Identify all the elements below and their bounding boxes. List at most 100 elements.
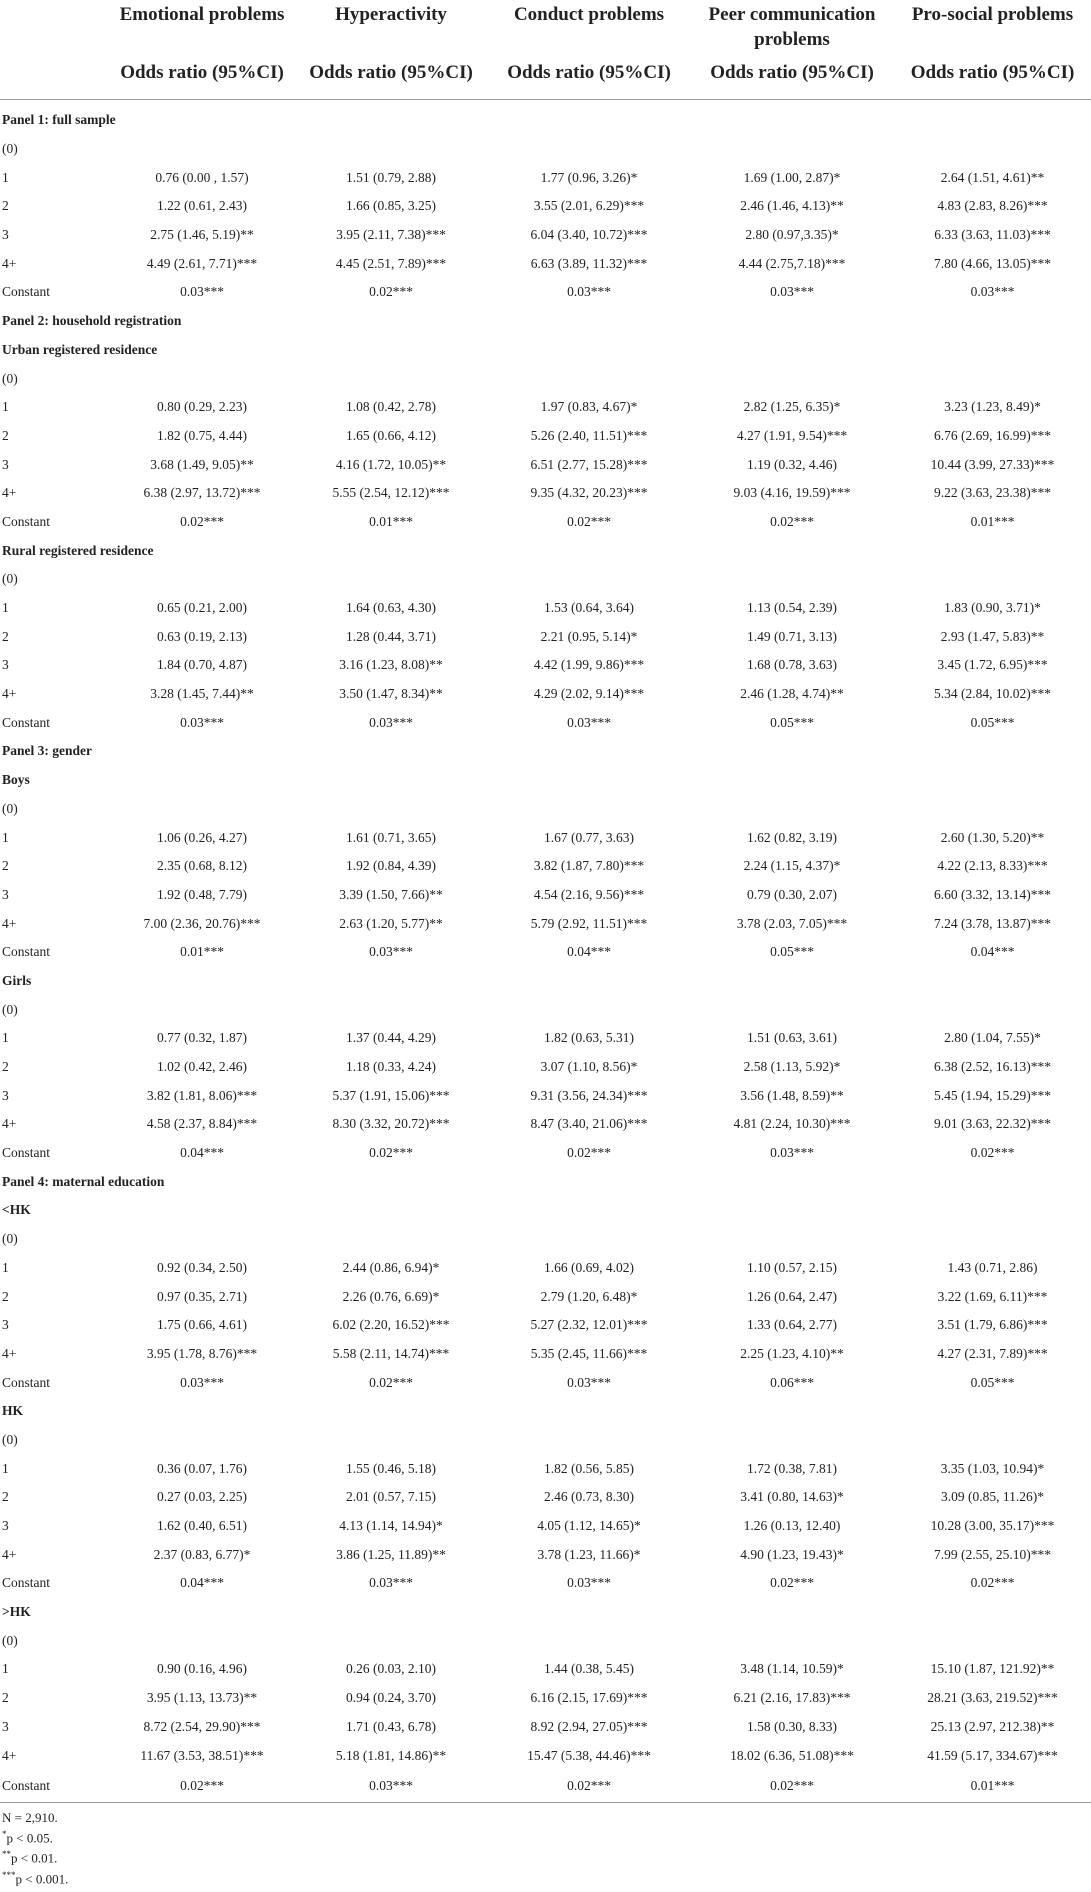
row-label: Constant (0, 1769, 110, 1803)
odds-ratio-cell: 5.18 (1.81, 14.86)** (335, 1747, 447, 1763)
odds-ratio-cell (690, 967, 894, 996)
odds-ratio-cell: 0.04*** (180, 1145, 224, 1161)
odds-ratio-cell (894, 1598, 1091, 1627)
column-title: Hyperactivity (335, 4, 447, 25)
table-row: 3 2.75 (1.46, 5.19)** 3.95 (2.11, 7.38)***… (0, 221, 1091, 250)
odds-ratio-cell (110, 1426, 294, 1455)
odds-ratio-cell: 1.82 (0.63, 5.31) (544, 1030, 634, 1046)
odds-ratio-cell: 0.03*** (567, 1374, 611, 1390)
odds-ratio-cell: 0.76 (0.00 , 1.57) (155, 169, 249, 185)
odds-ratio-cell: 8.47 (3.40, 21.06)*** (530, 1116, 648, 1132)
odds-ratio-cell: 0.02*** (180, 513, 224, 529)
table-row: 4+ 4.58 (2.37, 8.84)*** 8.30 (3.32, 20.72)… (0, 1110, 1091, 1139)
odds-ratio-cell: 3.95 (1.13, 13.73)** (146, 1690, 258, 1706)
column-subtitle: Odds ratio (95%CI) (488, 52, 690, 100)
note-line: ***p < 0.001. (2, 1867, 1089, 1887)
odds-ratio-cell (294, 1626, 488, 1655)
table-row: (0) (0, 135, 1091, 164)
odds-ratio-cell (294, 795, 488, 824)
row-label: 2 (2, 1690, 9, 1706)
odds-ratio-cell: 3.82 (1.87, 7.80)*** (533, 858, 645, 874)
odds-ratio-cell (110, 1196, 294, 1225)
odds-ratio-cell: 0.03*** (180, 284, 224, 300)
odds-ratio-cell (894, 536, 1091, 565)
table-row: 3 1.84 (0.70, 4.87) 3.16 (1.23, 8.08)** 4.4… (0, 651, 1091, 680)
odds-ratio-cell: 1.72 (0.38, 7.81) (747, 1460, 837, 1476)
odds-ratio-cell: 0.01*** (894, 1769, 1091, 1803)
table-row: (0) (0, 1225, 1091, 1254)
odds-ratio-cell: 0.02*** (369, 284, 413, 300)
table-row: 2 0.63 (0.19, 2.13) 1.28 (0.44, 3.71) 2.21 … (0, 622, 1091, 651)
odds-ratio-cell: 0.97 (0.35, 2.71) (157, 1288, 247, 1304)
odds-ratio-cell: 2.80 (1.04, 7.55)* (944, 1030, 1041, 1046)
odds-ratio-cell: 2.37 (0.83, 6.77)* (153, 1546, 251, 1562)
odds-ratio-cell (110, 795, 294, 824)
odds-ratio-cell: 0.03*** (770, 284, 814, 300)
odds-ratio-cell (690, 1397, 894, 1426)
odds-ratio-cell: 3.45 (1.72, 6.95)*** (937, 657, 1048, 673)
odds-ratio-cell: 4.05 (1.12, 14.65)* (537, 1518, 641, 1534)
odds-ratio-cell (488, 1196, 690, 1225)
table-row: 3 8.72 (2.54, 29.90)*** 1.71 (0.43, 6.78) 8… (0, 1713, 1091, 1742)
odds-ratio-cell (690, 1626, 894, 1655)
row-label: 1 (2, 399, 9, 415)
odds-ratio-cell: 2.82 (1.25, 6.35)* (743, 399, 841, 415)
row-label: 2 (2, 1288, 9, 1304)
column-subtitle: Odds ratio (95%CI) (690, 52, 894, 100)
odds-ratio-cell: 3.35 (1.03, 10.94)* (940, 1460, 1045, 1476)
table-row: 4+ 11.67 (3.53, 38.51)*** 5.18 (1.81, 14.8… (0, 1741, 1091, 1770)
odds-ratio-cell: 0.02*** (110, 1769, 294, 1803)
odds-ratio-cell (110, 1626, 294, 1655)
odds-ratio-cell: 2.35 (0.68, 8.12) (157, 858, 247, 874)
odds-ratio-cell: 0.06*** (770, 1374, 814, 1390)
odds-ratio-cell (690, 536, 894, 565)
odds-ratio-cell: 3.95 (1.78, 8.76)*** (146, 1345, 258, 1361)
row-label: 3 (2, 1317, 9, 1333)
section-label: Panel 4: maternal education (2, 1173, 165, 1189)
table-row: 4+ 3.95 (1.78, 8.76)*** 5.58 (2.11, 14.74)… (0, 1340, 1091, 1369)
odds-ratio-cell (110, 967, 294, 996)
section-label: Rural registered residence (2, 542, 154, 558)
odds-ratio-cell (294, 364, 488, 393)
odds-ratio-cell: 1.71 (0.43, 6.78) (346, 1718, 436, 1734)
row-label: 2 (2, 198, 9, 214)
odds-ratio-cell: 2.01 (0.57, 7.15) (346, 1489, 436, 1505)
odds-ratio-cell: 41.59 (5.17, 334.67)*** (927, 1747, 1058, 1763)
odds-ratio-cell: 4.22 (2.13, 8.33)*** (937, 858, 1048, 874)
odds-ratio-cell (690, 364, 894, 393)
odds-ratio-cell: 0.03*** (369, 944, 413, 960)
odds-ratio-cell: 0.77 (0.32, 1.87) (157, 1030, 247, 1046)
odds-ratio-cell (294, 135, 488, 164)
odds-ratio-cell: 6.76 (2.69, 16.99)*** (934, 427, 1051, 443)
odds-ratio-cell: 3.68 (1.49, 9.05)** (150, 456, 254, 472)
header-corner (0, 0, 110, 52)
row-label: 1 (2, 1259, 9, 1275)
table-row: 3 1.62 (0.40, 6.51) 4.13 (1.14, 14.94)* 4.0… (0, 1512, 1091, 1541)
row-label: 1 (2, 600, 9, 616)
odds-ratio-cell: 1.49 (0.71, 3.13) (747, 628, 837, 644)
odds-ratio-cell: 3.51 (1.79, 6.86)*** (937, 1317, 1048, 1333)
section-row: <HK (0, 1196, 1091, 1225)
table-row: 1 0.90 (0.16, 4.96) 0.26 (0.03, 2.10) 1.44 … (0, 1655, 1091, 1684)
odds-ratio-cell (894, 307, 1091, 336)
odds-ratio-cell: 0.04*** (970, 944, 1015, 960)
odds-ratio-cell: 5.55 (2.54, 12.12)*** (332, 485, 450, 501)
odds-ratio-cell: 0.03*** (180, 1374, 224, 1390)
odds-ratio-cell: 0.05*** (970, 1374, 1015, 1390)
odds-ratio-cell: 0.63 (0.19, 2.13) (157, 628, 247, 644)
odds-ratio-cell (894, 1426, 1091, 1455)
row-label: (0) (2, 800, 18, 816)
odds-ratio-cell: 10.44 (3.99, 27.33)*** (930, 456, 1055, 472)
odds-ratio-cell: 9.03 (4.16, 19.59)*** (733, 485, 851, 501)
row-label: 1 (2, 1030, 9, 1046)
odds-ratio-cell: 0.26 (0.03, 2.10) (346, 1661, 436, 1677)
odds-ratio-cell (294, 1225, 488, 1254)
odds-ratio-cell (488, 100, 690, 135)
odds-ratio-cell: 2.79 (1.20, 6.48)* (540, 1288, 638, 1304)
row-label: 4+ (2, 1345, 17, 1361)
odds-ratio-cell: 6.60 (3.32, 13.14)*** (934, 886, 1051, 902)
odds-ratio-cell (488, 967, 690, 996)
odds-ratio-cell: 2.21 (0.95, 5.14)* (540, 628, 638, 644)
table-row: (0) (0, 565, 1091, 594)
